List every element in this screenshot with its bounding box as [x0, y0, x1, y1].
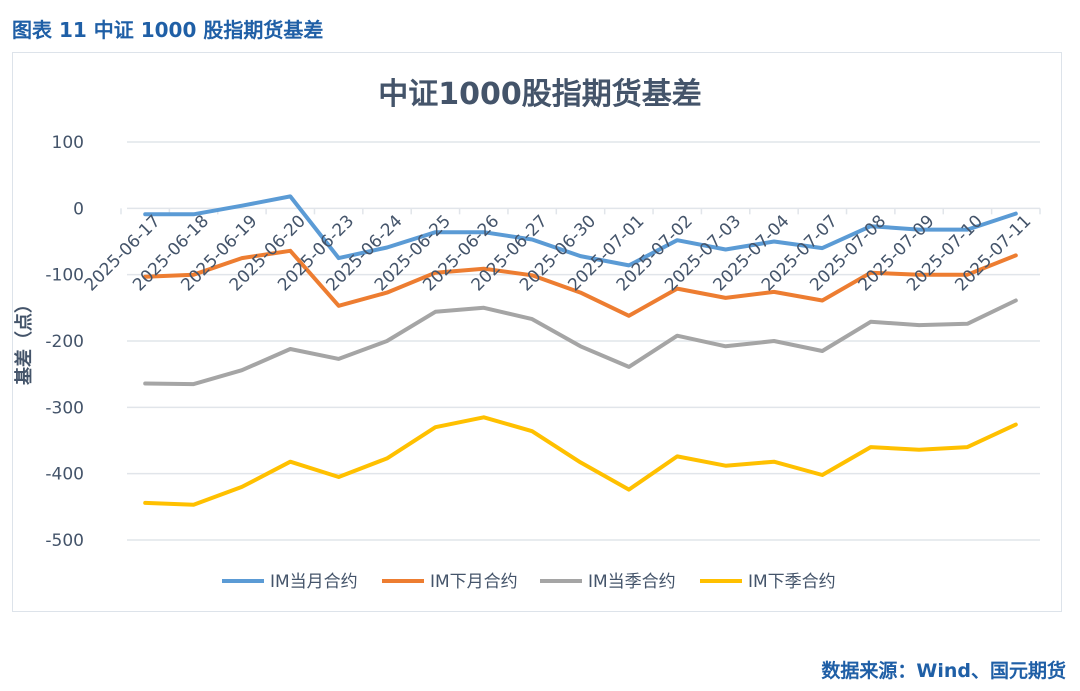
y-tick-label: 100 — [52, 133, 84, 153]
chart-frame — [12, 52, 1062, 612]
figure-title: 图表 11 中证 1000 股指期货基差 — [12, 18, 324, 42]
legend-label: IM当季合约 — [588, 572, 676, 592]
y-tick-label: -300 — [45, 398, 84, 418]
legend-label: IM当月合约 — [270, 572, 358, 592]
y-tick-label: -500 — [45, 531, 84, 551]
y-tick-label: -200 — [45, 332, 84, 352]
series-line — [143, 298, 1018, 387]
series-line — [143, 248, 1018, 318]
source-note: 数据来源：Wind、国元期货 — [821, 660, 1066, 682]
y-tick-label: -400 — [45, 465, 84, 485]
legend-label: IM下季合约 — [748, 572, 836, 592]
legend-label: IM下月合约 — [430, 572, 518, 592]
series-line — [143, 415, 1018, 507]
chart-title: 中证1000股指期货基差 — [378, 77, 702, 112]
series-line — [143, 194, 1018, 268]
y-axis-label: 基差（点） — [13, 295, 35, 386]
y-tick-label: -100 — [45, 266, 84, 286]
y-tick-label: 0 — [73, 199, 84, 219]
